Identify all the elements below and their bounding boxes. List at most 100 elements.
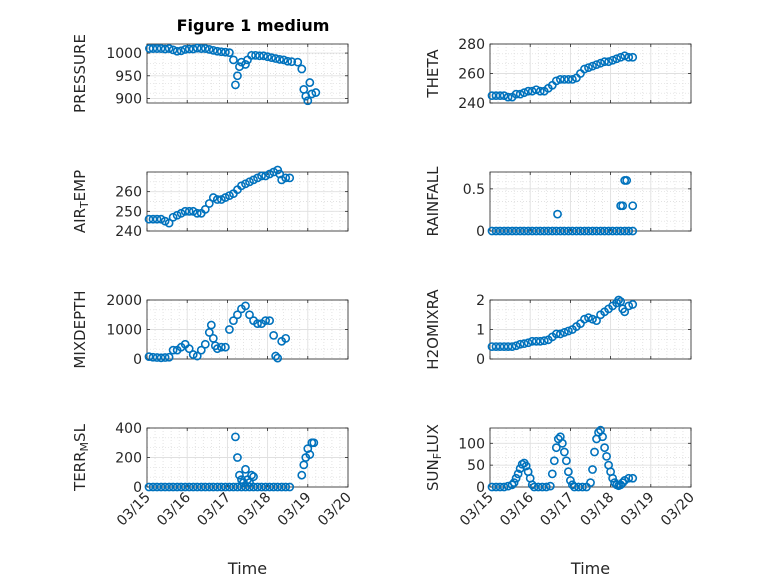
data-point: [265, 316, 275, 326]
data-point: [196, 44, 206, 53]
data-point: [273, 482, 283, 492]
y-axis-label-main: RAINFALL: [424, 166, 442, 237]
data-point: [231, 80, 240, 90]
data-point: [557, 438, 567, 448]
data-point: [598, 432, 607, 442]
data-point: [184, 206, 194, 216]
data-point: [576, 226, 585, 236]
data-point: [555, 226, 565, 236]
data-point: [618, 478, 628, 488]
data-point: [220, 47, 230, 57]
data-point: [568, 75, 577, 84]
y-axis-label: PRESSURE: [71, 34, 89, 113]
data-point: [285, 173, 295, 183]
data-point: [261, 316, 270, 326]
data-point: [273, 353, 283, 363]
data-point: [152, 482, 162, 492]
data-point: [184, 482, 194, 492]
data-point: [487, 482, 497, 492]
y-tick-label: 0.5: [463, 182, 485, 198]
subplot-3: 0 0.5 RAINFALL: [424, 166, 692, 240]
data-point: [263, 52, 272, 62]
data-point: [539, 226, 549, 236]
data-point: [551, 443, 561, 453]
data-point: [188, 350, 198, 359]
data-point: [487, 91, 497, 101]
data-point: [584, 313, 593, 323]
data-point: [233, 71, 242, 81]
data-point: [628, 226, 638, 236]
data-point: [618, 201, 628, 211]
data-point: [220, 342, 230, 352]
data-point: [559, 75, 569, 84]
y-axis-label: RAINFALL: [424, 166, 442, 237]
data-point: [271, 351, 281, 361]
data-point: [584, 63, 593, 72]
y-tick-label: 1000: [106, 46, 142, 62]
data-point: [192, 482, 202, 492]
data-point: [537, 482, 547, 492]
data-point: [156, 482, 166, 492]
data-point: [184, 44, 194, 54]
data-point: [277, 482, 287, 492]
data-point: [206, 320, 216, 330]
data-point: [592, 60, 601, 70]
data-point: [503, 342, 513, 352]
data-point: [144, 482, 154, 492]
data-point: [303, 96, 313, 106]
data-point: [200, 339, 210, 349]
data-point: [608, 226, 618, 236]
subplot-4: 0 1000 2000 MIXDEPTH: [71, 290, 349, 369]
data-point: [487, 342, 497, 352]
data-point: [527, 226, 537, 236]
data-point: [563, 467, 573, 477]
y-axis-label: SUNFLUX: [424, 424, 444, 491]
y-axis-label-main: THETA: [424, 49, 442, 99]
data-point: [507, 480, 517, 490]
data-point: [620, 51, 630, 61]
data-point: [188, 44, 198, 54]
data-point: [624, 52, 634, 62]
data-point: [216, 47, 226, 57]
data-point: [233, 482, 242, 492]
y-tick-label: 1000: [106, 323, 142, 339]
data-point: [503, 226, 513, 236]
data-point: [608, 473, 618, 483]
data-point: [279, 55, 289, 65]
data-point: [156, 353, 166, 363]
y-tick-label: 260: [458, 67, 485, 83]
y-axis-label: AIRTEMP: [71, 170, 91, 233]
y-tick-label: 900: [115, 91, 142, 107]
data-point: [180, 45, 190, 54]
data-point: [491, 91, 501, 101]
subplot-1: 240 260 280 THETA: [424, 37, 692, 112]
y-tick-label: 0: [133, 352, 142, 368]
data-point: [261, 482, 270, 492]
subplot-0: 900 950 1000 PRESSURE: [71, 34, 349, 113]
data-point: [257, 171, 266, 181]
data-point: [551, 329, 561, 339]
data-point: [503, 92, 513, 102]
data-point: [572, 226, 581, 236]
data-point: [192, 351, 202, 361]
data-point: [555, 75, 565, 84]
data-point: [515, 89, 525, 99]
data-point: [523, 338, 533, 348]
data-point: [491, 482, 501, 492]
data-point: [281, 173, 291, 183]
data-point: [523, 86, 533, 96]
data-point: [144, 214, 154, 224]
data-point: [620, 307, 630, 317]
data-point: [509, 478, 519, 488]
y-tick-label: 0: [476, 224, 485, 240]
data-point: [563, 75, 573, 84]
y-tick-label: 1: [476, 323, 485, 339]
data-point: [535, 226, 545, 236]
data-point: [545, 481, 555, 491]
data-point: [614, 295, 624, 305]
data-point: [168, 482, 178, 492]
data-point: [527, 86, 537, 96]
data-point: [507, 226, 517, 236]
data-point: [491, 226, 501, 236]
